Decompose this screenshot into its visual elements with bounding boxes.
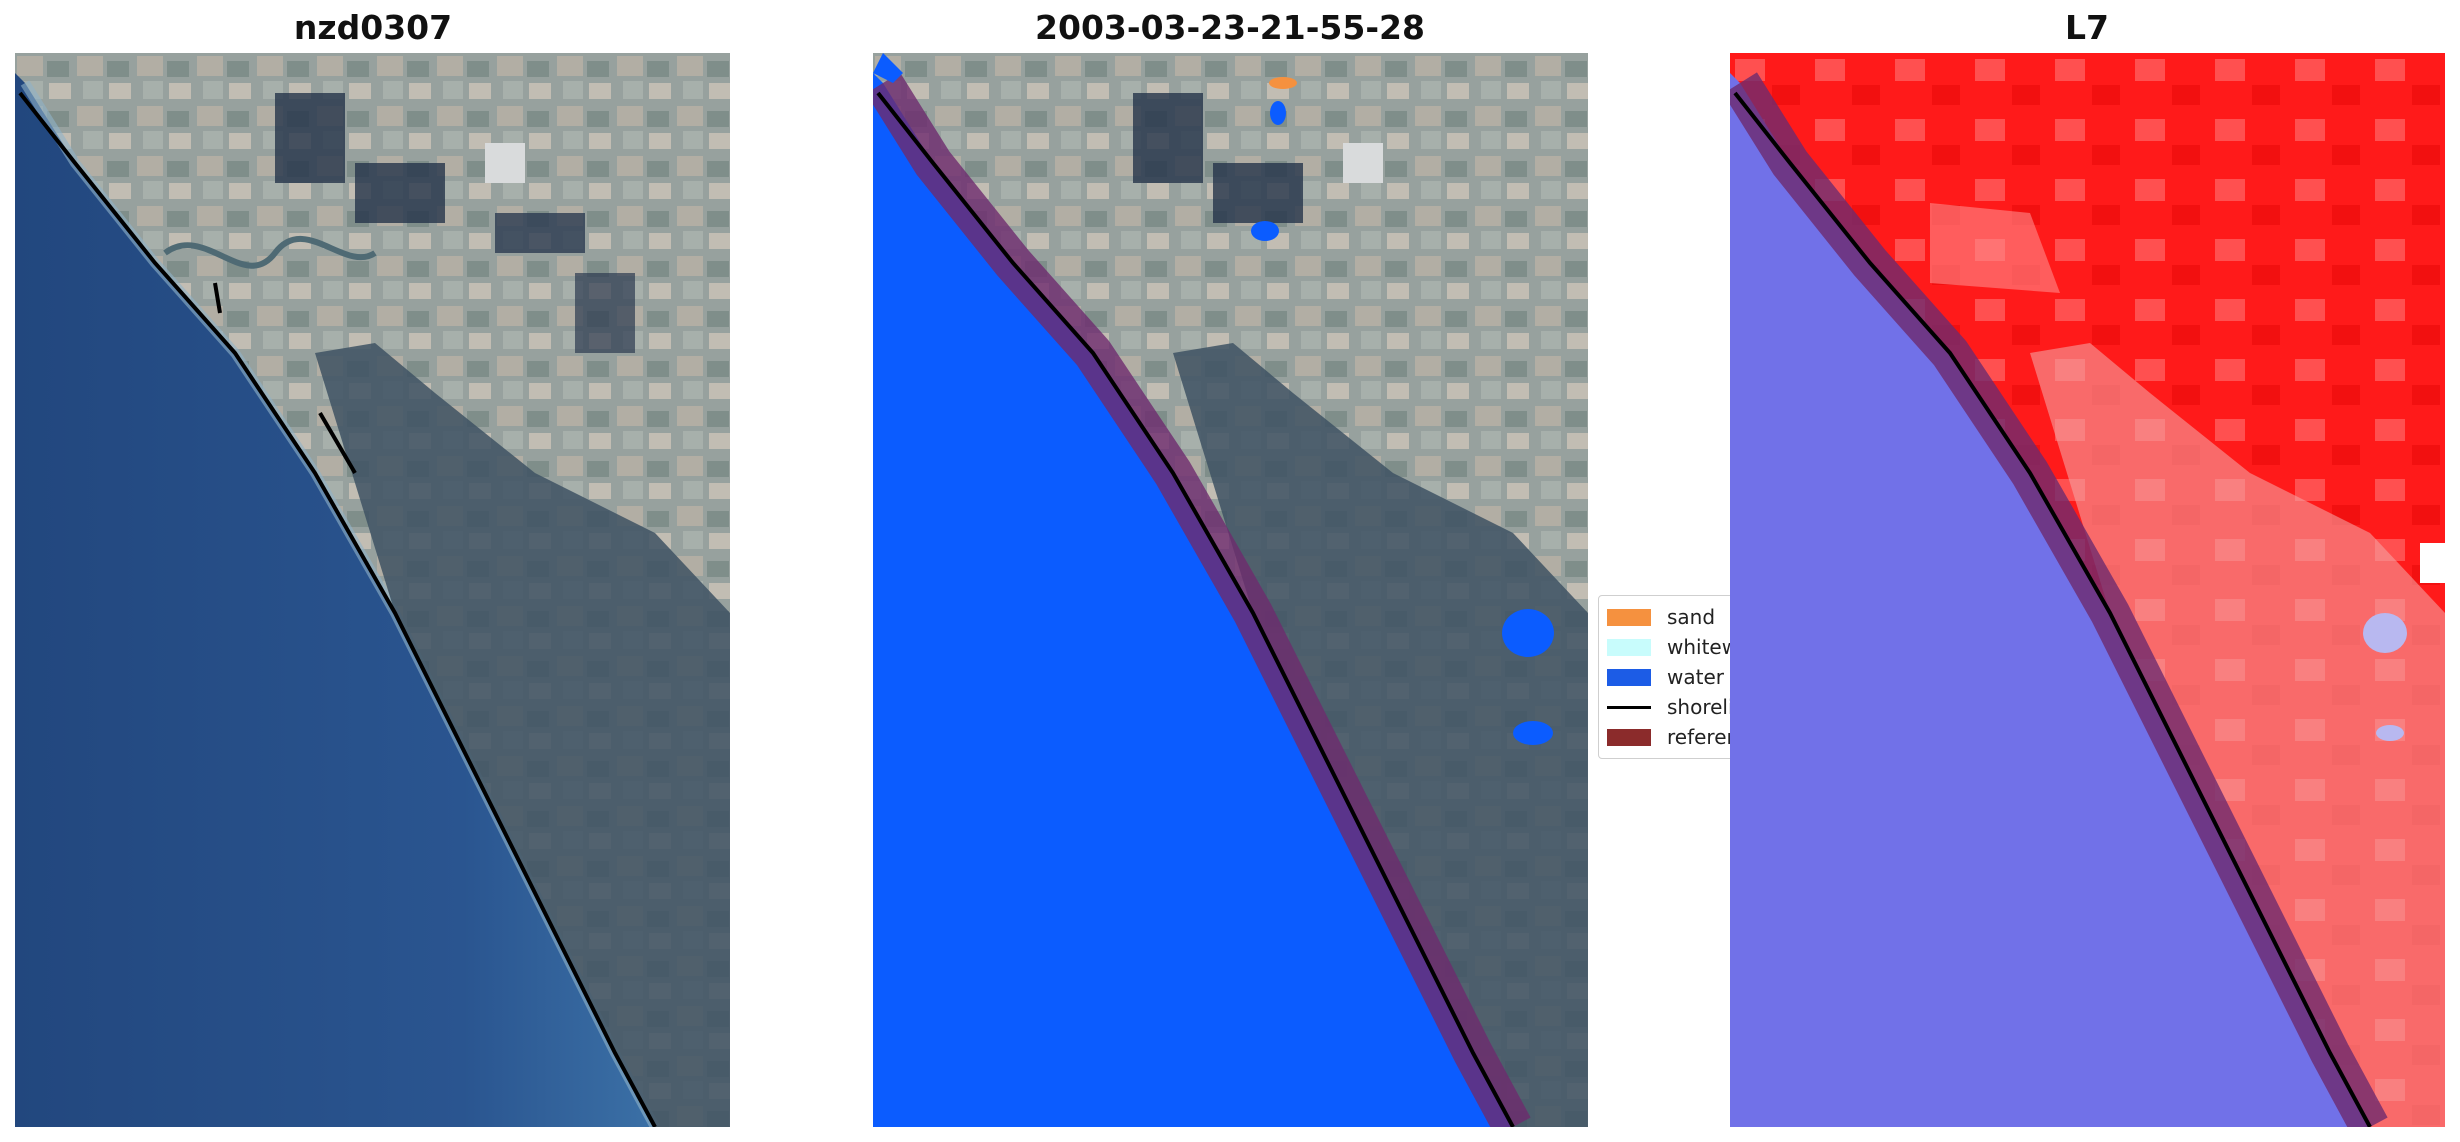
water-index-patch (2376, 725, 2404, 741)
legend-line-shoreline (1607, 705, 1651, 709)
shoreline (1733, 91, 2372, 1127)
forest-area (1173, 343, 1588, 1127)
water-class-patch (1251, 221, 1279, 241)
forest-area (315, 343, 730, 1127)
shoreline-fragment (213, 282, 222, 314)
water-blue-area (1730, 73, 2370, 1127)
panel-title-rgb: nzd0307 (293, 8, 453, 47)
dark-field (495, 213, 585, 253)
legend: sand whitewater water shoreline referenc… (1598, 595, 1926, 759)
classification-image (873, 53, 1588, 1127)
dark-field (1133, 93, 1203, 183)
ocean-area (15, 73, 655, 1127)
legend-label: sand (1667, 605, 1716, 629)
dark-field (1213, 163, 1303, 223)
legend-swatch-water (1607, 668, 1651, 686)
dark-field (355, 163, 445, 223)
shoreline-fragment (318, 411, 357, 475)
dark-field (275, 93, 345, 183)
legend-swatch-reference-buffer (1607, 728, 1651, 746)
water-class-patch (1502, 609, 1554, 657)
bright-field (485, 143, 525, 183)
water-index-patch (2363, 613, 2407, 653)
legend-swatch-whitewater (1607, 638, 1651, 656)
bright-field (1343, 143, 1383, 183)
legend-item-sand: sand (1607, 605, 1716, 629)
shoreline (18, 91, 657, 1127)
classification-panel (873, 53, 1588, 1127)
nodata-patch (2420, 543, 2445, 583)
water-class-patch (1513, 721, 1553, 745)
shoreline (876, 91, 1515, 1127)
water-class-patch (1270, 101, 1286, 125)
rgb-image-panel (15, 53, 730, 1127)
forest-pale-area (2030, 343, 2445, 1127)
water-class-area (873, 73, 1513, 1127)
sand-class-patch (1269, 77, 1297, 89)
legend-item-water: water (1607, 665, 1724, 689)
rgb-image (15, 53, 730, 1127)
panel-title-classification: 2003-03-23-21-55-28 (1035, 8, 1425, 47)
panel-title-mndwi: L7 (2065, 8, 2109, 47)
water-class-patch (873, 53, 903, 83)
river (163, 236, 377, 269)
legend-label: water (1667, 665, 1724, 689)
dark-field (575, 273, 635, 353)
pale-field (1930, 203, 2060, 293)
mndwi-panel (1730, 53, 2445, 1127)
legend-swatch-sand (1607, 608, 1651, 626)
mndwi-image (1730, 53, 2445, 1127)
